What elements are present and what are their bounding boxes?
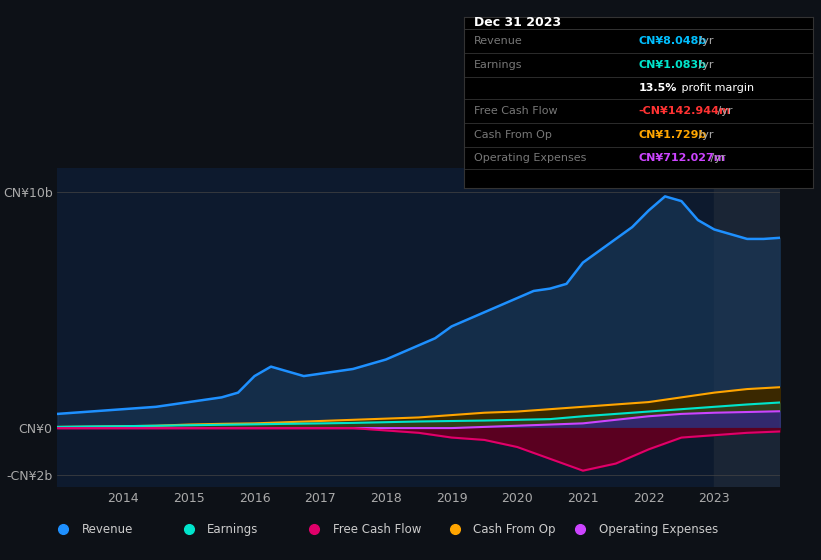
Text: Operating Expenses: Operating Expenses	[599, 522, 718, 536]
Text: profit margin: profit margin	[678, 83, 754, 93]
Text: Cash From Op: Cash From Op	[475, 130, 553, 139]
Text: /yr: /yr	[695, 59, 713, 69]
Text: Free Cash Flow: Free Cash Flow	[333, 522, 421, 536]
Text: Earnings: Earnings	[208, 522, 259, 536]
Text: /yr: /yr	[713, 106, 732, 116]
Text: CN¥8.048b: CN¥8.048b	[639, 36, 707, 46]
Text: Revenue: Revenue	[82, 522, 133, 536]
Text: Earnings: Earnings	[475, 59, 523, 69]
Text: Operating Expenses: Operating Expenses	[475, 153, 587, 163]
Text: /yr: /yr	[695, 36, 713, 46]
Text: Cash From Op: Cash From Op	[474, 522, 556, 536]
Text: Free Cash Flow: Free Cash Flow	[475, 106, 558, 116]
Text: Dec 31 2023: Dec 31 2023	[475, 16, 562, 29]
Bar	[714, 168, 780, 487]
Text: /yr: /yr	[708, 153, 726, 163]
Text: Revenue: Revenue	[475, 36, 523, 46]
Text: CN¥712.027m: CN¥712.027m	[639, 153, 726, 163]
Text: /yr: /yr	[695, 130, 713, 139]
Text: CN¥1.729b: CN¥1.729b	[639, 130, 707, 139]
Text: -CN¥142.944m: -CN¥142.944m	[639, 106, 731, 116]
Text: 13.5%: 13.5%	[639, 83, 677, 93]
Text: CN¥1.083b: CN¥1.083b	[639, 59, 706, 69]
